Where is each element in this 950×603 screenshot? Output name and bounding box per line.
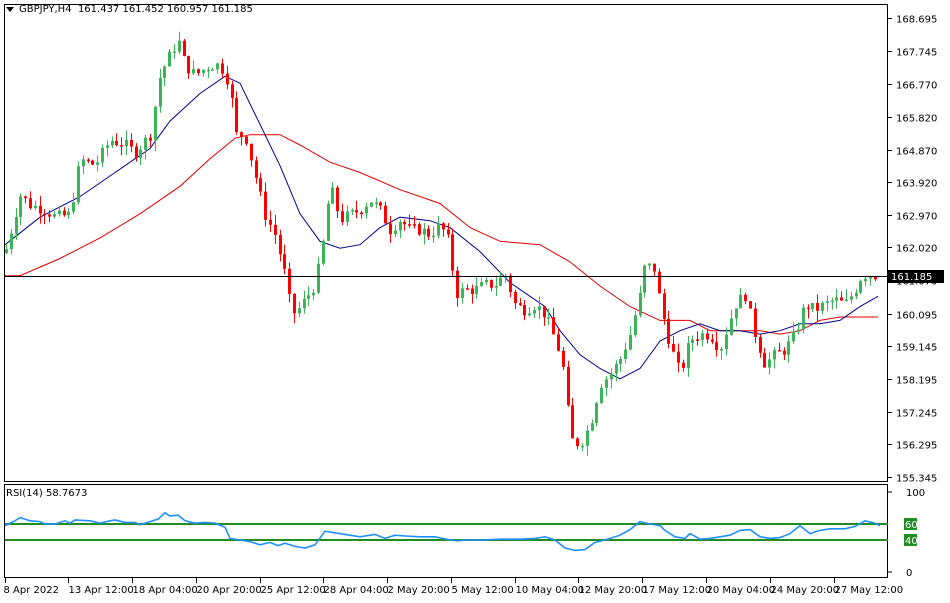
price-tick-label: 165.820 xyxy=(896,114,937,125)
price-axis[interactable]: 168.695 167.745 166.770 165.820 164.870 163.9… xyxy=(888,15,937,485)
price-tick-label: 155.345 xyxy=(896,474,937,485)
rsi-level-label: 60 xyxy=(905,520,918,531)
time-tick-label: 20 May 04:00 xyxy=(707,585,776,596)
time-tick-label: 10 May 04:00 xyxy=(516,585,585,596)
rsi-axis-label: 0 xyxy=(906,568,912,579)
rsi-line xyxy=(4,511,881,552)
price-panel-frame xyxy=(4,4,888,482)
price-tick-label: 156.295 xyxy=(896,441,937,452)
price-tick-label: 162.970 xyxy=(896,212,937,223)
time-tick-label: 8 Apr 2022 xyxy=(4,585,59,596)
ohlc-values: 161.437 161.452 160.957 161.185 xyxy=(77,4,253,15)
rsi-indicator-label: RSI(14) 58.7673 xyxy=(6,488,88,499)
current-price-marker: 161.185 xyxy=(888,270,944,283)
price-tick-label: 166.770 xyxy=(896,81,937,92)
time-tick-label: 18 Apr 04:00 xyxy=(133,585,198,596)
time-tick-label: 25 Apr 12:00 xyxy=(261,585,326,596)
time-tick-label: 12 May 20:00 xyxy=(579,585,648,596)
chart-title: GBPJPY,H4 161.437 161.452 160.957 161.18… xyxy=(6,4,253,15)
time-tick-label: 5 May 12:00 xyxy=(452,585,514,596)
price-tick-label: 160.095 xyxy=(896,311,937,322)
price-tick-label: 163.920 xyxy=(896,179,937,190)
time-tick-label: 17 May 12:00 xyxy=(643,585,712,596)
price-tick-label: 164.870 xyxy=(896,147,937,158)
time-tick-label: 27 May 12:00 xyxy=(835,585,904,596)
time-tick-label: 2 May 20:00 xyxy=(388,585,450,596)
time-tick-label: 24 May 20:00 xyxy=(771,585,840,596)
time-tick-label: 20 Apr 20:00 xyxy=(197,585,262,596)
rsi-panel-frame xyxy=(4,484,888,578)
current-price-label: 161.185 xyxy=(891,272,932,283)
price-tick-label: 168.695 xyxy=(896,15,937,26)
time-tick-label: 28 Apr 04:00 xyxy=(324,585,389,596)
rsi-axis-label: 100 xyxy=(906,488,925,499)
collapse-triangle-icon[interactable] xyxy=(6,6,14,12)
price-tick-label: 167.745 xyxy=(896,48,937,59)
price-tick-label: 158.195 xyxy=(896,376,937,387)
price-tick-label: 159.145 xyxy=(896,343,937,354)
ma-slow-line xyxy=(5,134,878,335)
rsi-level-label: 40 xyxy=(905,536,918,547)
symbol-label: GBPJPY,H4 xyxy=(19,4,72,15)
time-tick-label: 13 Apr 12:00 xyxy=(69,585,134,596)
price-tick-label: 162.020 xyxy=(896,244,937,255)
candlesticks xyxy=(5,31,877,456)
ma-fast-line xyxy=(4,75,879,380)
rsi-axis: 100 0 xyxy=(888,488,925,579)
price-tick-label: 157.245 xyxy=(896,409,937,420)
